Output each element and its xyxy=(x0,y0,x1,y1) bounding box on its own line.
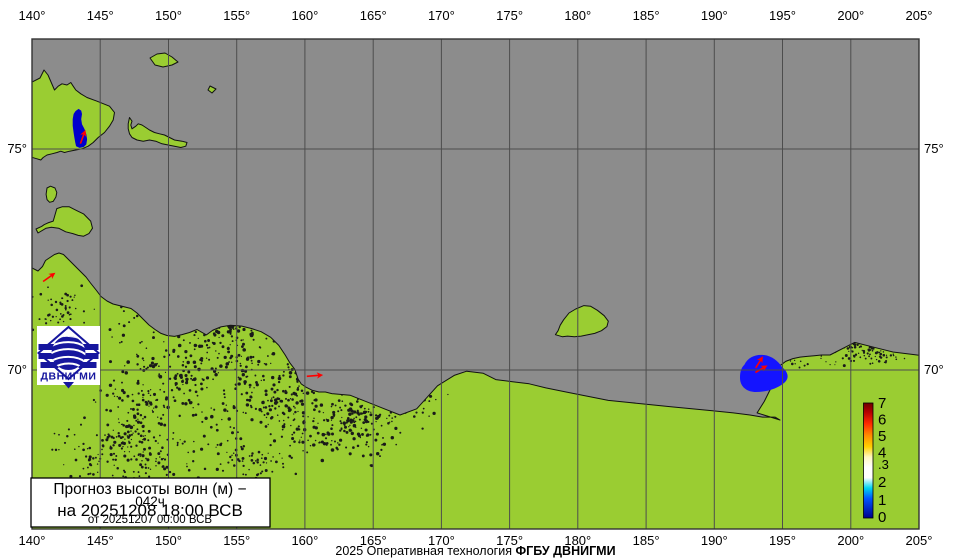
svg-text:145°: 145° xyxy=(87,8,114,23)
svg-text:145°: 145° xyxy=(87,533,114,548)
svg-text:ДВНИГМИ: ДВНИГМИ xyxy=(41,371,97,383)
svg-text:200°: 200° xyxy=(837,533,864,548)
svg-text:140°: 140° xyxy=(19,533,46,548)
svg-text:7: 7 xyxy=(878,395,886,412)
svg-text:.3: .3 xyxy=(878,457,889,472)
svg-text:170°: 170° xyxy=(428,8,455,23)
svg-text:5: 5 xyxy=(878,428,886,445)
svg-text:70°: 70° xyxy=(924,362,944,377)
svg-text:175°: 175° xyxy=(496,8,523,23)
svg-text:75°: 75° xyxy=(7,141,27,156)
svg-text:1: 1 xyxy=(878,492,886,509)
svg-text:150°: 150° xyxy=(155,533,182,548)
svg-text:205°: 205° xyxy=(906,8,933,23)
svg-text:2025 Оперативная технология ФГ: 2025 Оперативная технология ФГБУ ДВНИГМИ xyxy=(335,544,615,558)
svg-text:2: 2 xyxy=(878,474,886,491)
svg-text:150°: 150° xyxy=(155,8,182,23)
svg-text:185°: 185° xyxy=(633,8,660,23)
svg-text:195°: 195° xyxy=(769,8,796,23)
svg-text:180°: 180° xyxy=(564,8,591,23)
svg-text:205°: 205° xyxy=(906,533,933,548)
svg-text:185°: 185° xyxy=(633,533,660,548)
svg-text:70°: 70° xyxy=(7,362,27,377)
svg-text:200°: 200° xyxy=(837,8,864,23)
svg-text:6: 6 xyxy=(878,412,886,429)
svg-text:190°: 190° xyxy=(701,8,728,23)
svg-text:75°: 75° xyxy=(924,141,944,156)
svg-text:от 20251207 00:00 ВСВ: от 20251207 00:00 ВСВ xyxy=(88,514,213,526)
svg-text:195°: 195° xyxy=(769,533,796,548)
svg-text:160°: 160° xyxy=(291,533,318,548)
svg-text:165°: 165° xyxy=(360,8,387,23)
svg-text:155°: 155° xyxy=(223,8,250,23)
svg-text:155°: 155° xyxy=(223,533,250,548)
svg-text:190°: 190° xyxy=(701,533,728,548)
svg-text:160°: 160° xyxy=(291,8,318,23)
svg-text:0: 0 xyxy=(878,509,886,526)
svg-text:140°: 140° xyxy=(19,8,46,23)
